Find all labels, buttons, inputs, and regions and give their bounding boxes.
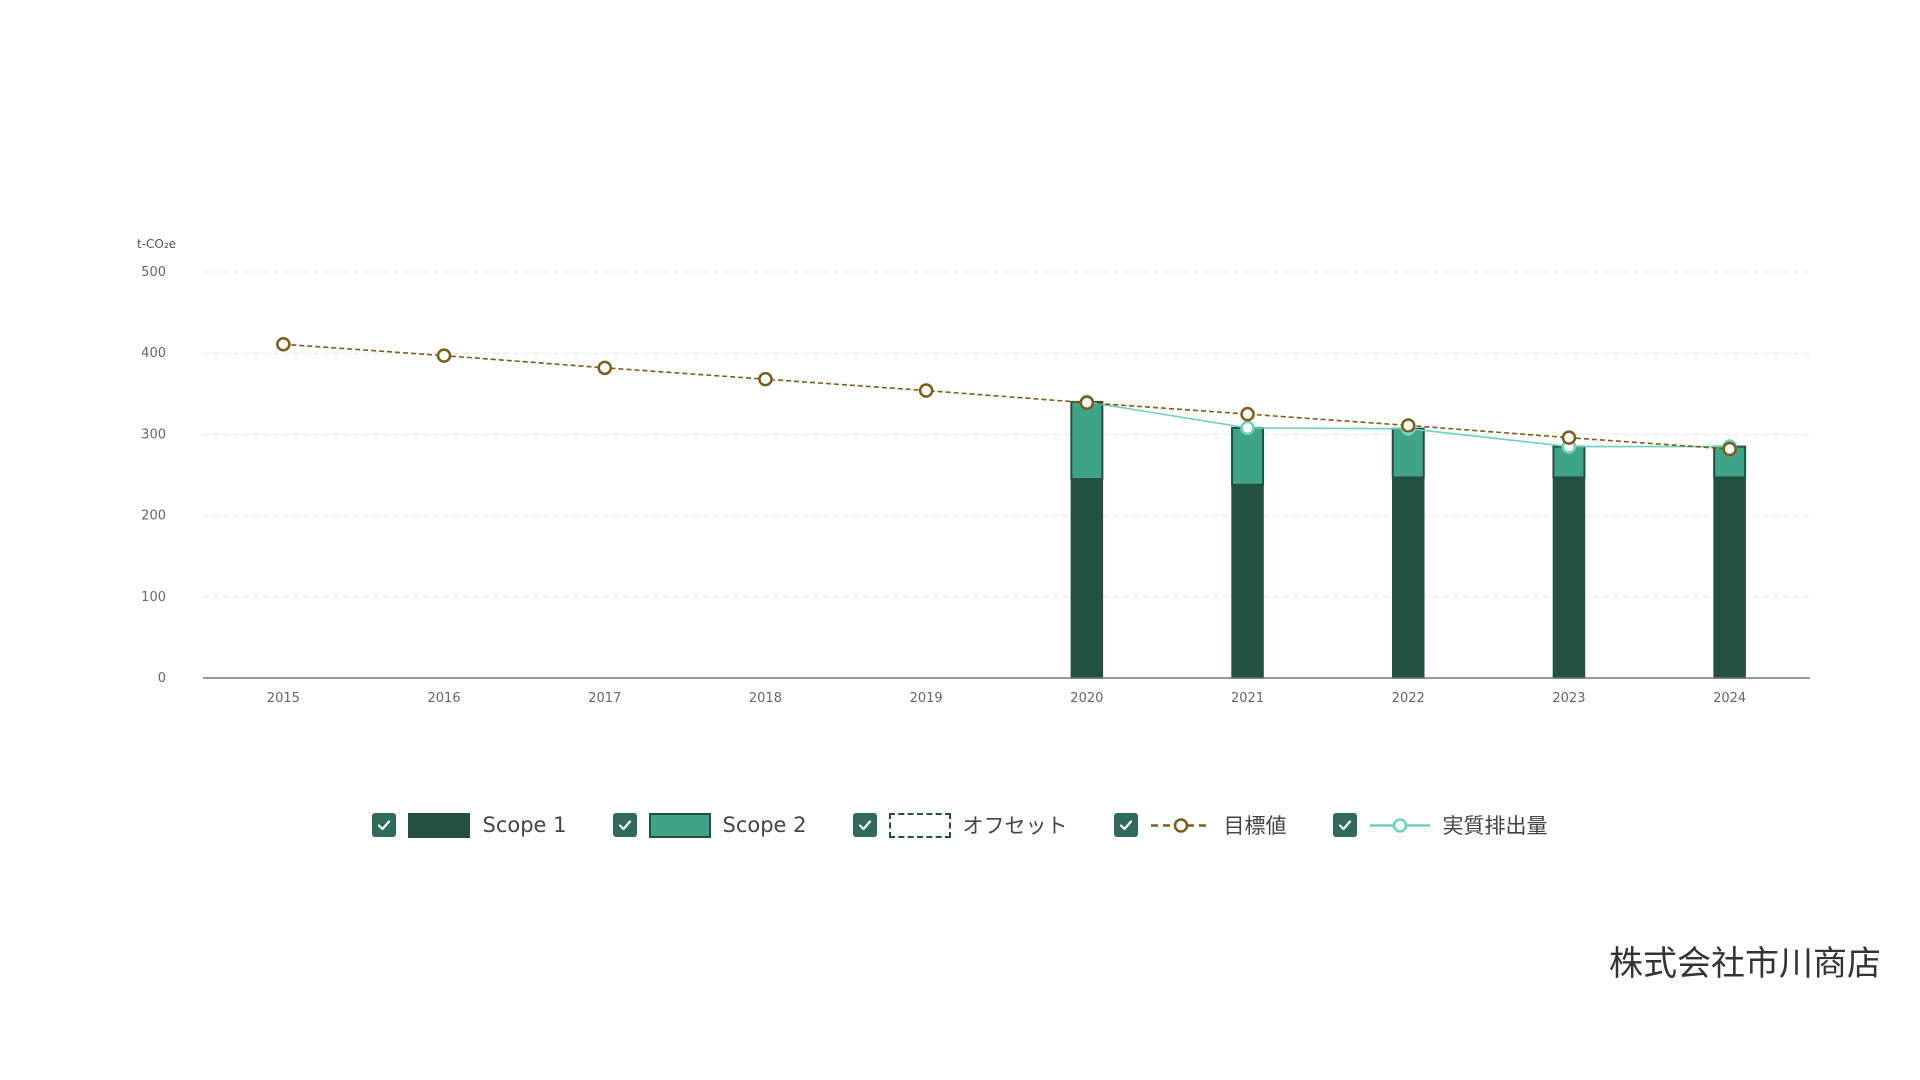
target-point bbox=[1401, 418, 1416, 433]
x-tick-label: 2024 bbox=[1713, 691, 1746, 706]
legend-label-scope1: Scope 1 bbox=[482, 813, 567, 837]
y-tick-label: 0 bbox=[158, 671, 166, 686]
legend-item-target[interactable]: 目標値 bbox=[1113, 810, 1287, 840]
x-tick-label: 2016 bbox=[428, 691, 461, 706]
target-point bbox=[276, 337, 291, 352]
y-tick-label: 200 bbox=[141, 509, 166, 524]
checkbox-checked-icon[interactable] bbox=[612, 813, 637, 837]
target-point bbox=[436, 348, 452, 363]
target-point bbox=[1079, 395, 1095, 410]
chart-legend: Scope 1 Scope 2 オフセット 目標値 bbox=[0, 805, 1920, 845]
scope1-swatch-icon bbox=[408, 812, 471, 838]
legend-label-actual: 実質排出量 bbox=[1442, 814, 1548, 838]
x-tick-label: 2021 bbox=[1231, 691, 1264, 706]
y-tick-label: 400 bbox=[141, 346, 166, 361]
company-name: 株式会社市川商店 bbox=[1609, 944, 1881, 984]
x-tick-label: 2019 bbox=[910, 691, 943, 706]
target-line bbox=[283, 343, 1730, 450]
target-point bbox=[758, 371, 773, 387]
legend-label-target: 目標値 bbox=[1223, 814, 1287, 838]
y-tick-label: 300 bbox=[141, 427, 166, 442]
actual-emissions-point bbox=[1240, 420, 1255, 436]
x-tick-label: 2022 bbox=[1392, 691, 1425, 706]
checkbox-checked-icon[interactable] bbox=[1332, 813, 1357, 837]
scope1-bar bbox=[1231, 483, 1264, 679]
legend-item-offset[interactable]: オフセット bbox=[852, 810, 1068, 840]
legend-item-scope1[interactable]: Scope 1 bbox=[372, 812, 567, 838]
x-tick-label: 2020 bbox=[1070, 691, 1103, 706]
target-line-swatch-icon bbox=[1150, 817, 1211, 833]
target-point bbox=[1722, 441, 1737, 457]
scope2-bar bbox=[1231, 426, 1265, 486]
target-point bbox=[597, 360, 612, 376]
y-tick-label: 100 bbox=[141, 590, 166, 605]
grid-lines bbox=[203, 271, 1810, 598]
x-axis-ticks: 2015 2016 2017 2018 2019 2020 2021 2022 2023 2024 bbox=[267, 691, 1746, 706]
target-point bbox=[1561, 430, 1577, 445]
checkbox-checked-icon[interactable] bbox=[1113, 813, 1138, 837]
scope1-bar bbox=[1552, 476, 1586, 679]
scope2-bar bbox=[1391, 427, 1425, 479]
target-point bbox=[918, 383, 934, 398]
bar-series bbox=[1070, 400, 1747, 679]
x-tick-label: 2017 bbox=[588, 691, 621, 706]
y-axis-ticks: 0 100 200 300 400 500 bbox=[141, 265, 166, 686]
scope2-bar bbox=[1070, 400, 1104, 481]
actual-line-swatch-icon bbox=[1369, 817, 1430, 833]
legend-label-offset: オフセット bbox=[962, 814, 1068, 838]
line-series bbox=[276, 337, 1737, 457]
checkbox-checked-icon[interactable] bbox=[852, 813, 877, 837]
x-tick-label: 2015 bbox=[267, 691, 300, 706]
y-axis-unit-label: t-CO₂e bbox=[137, 237, 176, 251]
target-point bbox=[1240, 406, 1255, 422]
y-tick-label: 500 bbox=[141, 265, 166, 280]
scope1-bar bbox=[1070, 478, 1104, 679]
x-tick-label: 2018 bbox=[749, 691, 782, 706]
offset-swatch-icon bbox=[888, 812, 951, 838]
checkbox-checked-icon[interactable] bbox=[372, 813, 397, 837]
scope2-swatch-icon bbox=[648, 812, 711, 838]
x-tick-label: 2023 bbox=[1552, 691, 1585, 706]
scope1-bar bbox=[1713, 476, 1746, 679]
legend-label-scope2: Scope 2 bbox=[722, 813, 807, 837]
legend-item-actual[interactable]: 実質排出量 bbox=[1332, 810, 1548, 840]
scope1-bar bbox=[1392, 476, 1425, 679]
legend-item-scope2[interactable]: Scope 2 bbox=[612, 812, 807, 838]
